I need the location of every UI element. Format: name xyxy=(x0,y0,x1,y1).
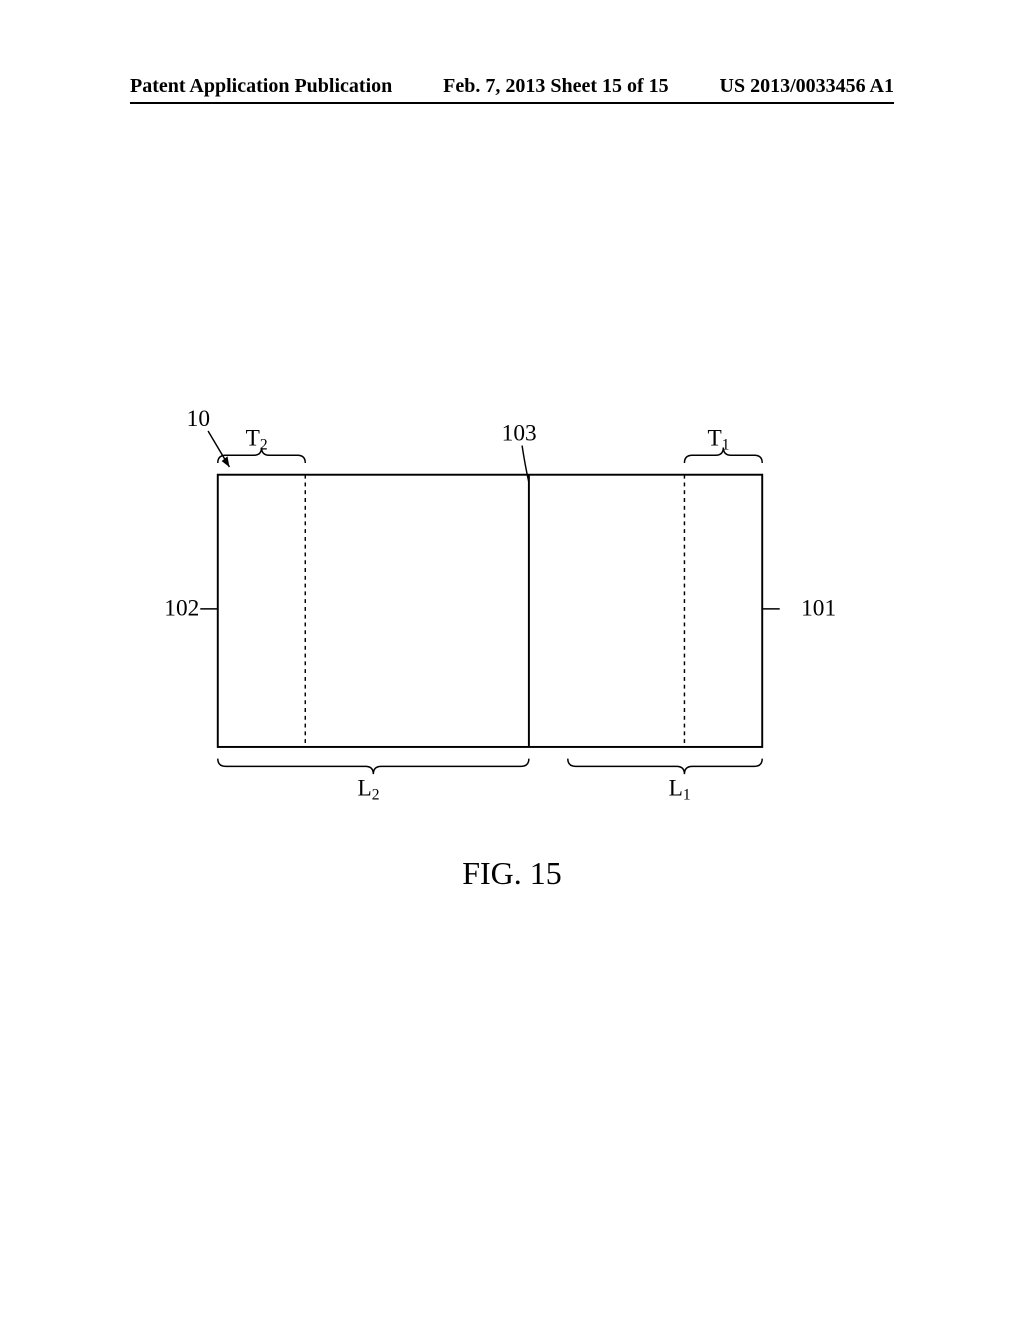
ref-103-leader xyxy=(522,446,529,483)
ref-102: 102 xyxy=(164,596,199,622)
label-t1: T1 xyxy=(707,426,729,454)
page-header: Patent Application Publication Feb. 7, 2… xyxy=(0,75,1024,98)
bracket-l2 xyxy=(218,759,529,775)
header-divider xyxy=(130,102,894,104)
ref-10: 10 xyxy=(187,406,210,432)
diagram-container: 10 103 102 101 T2 T1 L2 L1 xyxy=(140,390,840,790)
ref-101: 101 xyxy=(801,596,836,622)
label-l2: L2 xyxy=(357,776,379,804)
bracket-l1 xyxy=(568,759,762,775)
label-l1: L1 xyxy=(669,776,691,804)
label-t2: T2 xyxy=(246,426,268,454)
header-center: Feb. 7, 2013 Sheet 15 of 15 xyxy=(443,75,669,98)
figure-caption: FIG. 15 xyxy=(0,855,1024,892)
header-left: Patent Application Publication xyxy=(130,75,392,98)
main-box xyxy=(218,475,762,747)
ref-103: 103 xyxy=(502,421,537,447)
ref-10-arrowhead xyxy=(222,456,230,467)
figure-15-diagram: 10 103 102 101 T2 T1 L2 L1 xyxy=(140,390,840,890)
header-right: US 2013/0033456 A1 xyxy=(720,75,894,98)
